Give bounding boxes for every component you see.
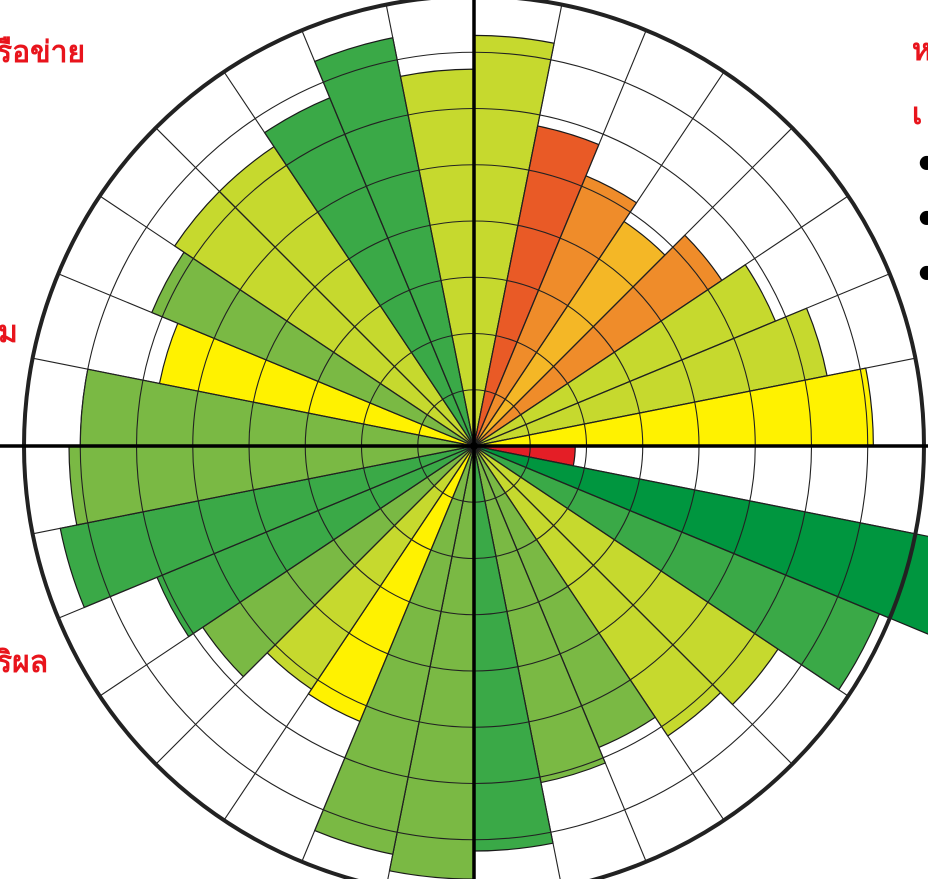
grid-spoke-4 [473, 71, 725, 447]
grid-spoke-26 [32, 357, 475, 447]
grid-spoke-11 [473, 445, 890, 619]
grid-spoke-16 [473, 445, 561, 879]
grid-spoke-7 [473, 273, 890, 447]
grid-spoke-5 [473, 127, 793, 447]
label-top-left: รือข่าย [0, 35, 86, 70]
bullet-2: • [914, 200, 928, 240]
grid-spoke-14 [473, 445, 725, 821]
grid-spoke-2 [473, 4, 563, 447]
label-mid-left: ม [0, 315, 18, 350]
grid-spoke-20 [223, 445, 475, 821]
grid-spoke-12 [473, 445, 849, 697]
grid-spoke-31 [301, 30, 475, 447]
grid-spoke-21 [155, 445, 475, 765]
grid-spoke-3 [473, 30, 647, 447]
grid-spoke-30 [223, 71, 475, 447]
grid-spoke-27 [58, 273, 475, 447]
label-bottom-left: ริผล [0, 645, 49, 680]
grid-spoke-15 [473, 445, 647, 862]
grid-spoke-24 [32, 445, 475, 535]
label-top-right-2: เ [912, 97, 923, 132]
grid-spoke-8 [473, 357, 916, 447]
grid-spoke-19 [301, 445, 475, 862]
bars-layer [59, 34, 928, 879]
grid-spoke-10 [473, 445, 916, 535]
grid-spoke-13 [473, 445, 793, 765]
center-hub [470, 442, 478, 450]
grid-spoke-22 [99, 445, 475, 697]
grid-spoke-23 [58, 445, 475, 619]
label-top-right-1: ห [912, 33, 928, 68]
grid-spoke-18 [387, 445, 475, 879]
grid-spoke-28 [99, 195, 475, 447]
grid-spoke-32 [385, 4, 475, 447]
bullet-3: • [914, 255, 928, 295]
grid-spoke-29 [155, 127, 475, 447]
bullet-1: • [914, 145, 928, 185]
grid-spoke-6 [473, 195, 849, 447]
